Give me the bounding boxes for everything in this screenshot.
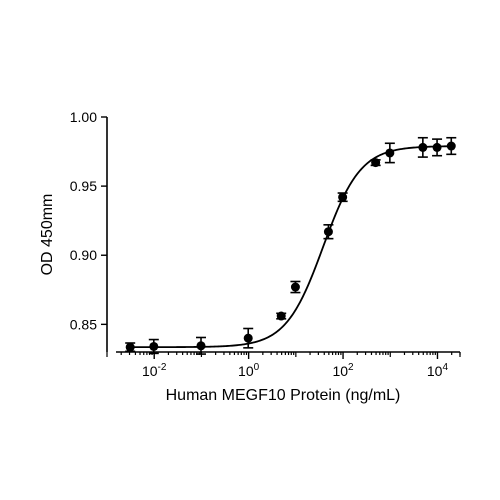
x-tick-label: 10-2 bbox=[142, 362, 167, 379]
fit-curve bbox=[130, 145, 452, 349]
y-axis-title: OD 450mm bbox=[39, 194, 56, 276]
data-point bbox=[385, 148, 395, 158]
data-points-layer bbox=[125, 136, 457, 355]
y-tick-label: 0.95 bbox=[70, 178, 97, 194]
y-ticks: 0.85 0.90 0.95 1.00 bbox=[70, 109, 107, 332]
data-point bbox=[290, 282, 300, 292]
data-point bbox=[196, 341, 206, 351]
x-tick-label: 104 bbox=[427, 362, 449, 379]
x-tick-label: 102 bbox=[332, 362, 354, 379]
data-point bbox=[149, 341, 159, 351]
data-point bbox=[276, 311, 286, 321]
y-tick-label: 0.85 bbox=[70, 316, 97, 332]
data-point bbox=[371, 158, 381, 168]
y-tick-label: 1.00 bbox=[70, 109, 97, 125]
data-point bbox=[125, 342, 135, 352]
data-point bbox=[243, 333, 253, 343]
x-axis-title: Human MEGF10 Protein (ng/mL) bbox=[166, 387, 401, 404]
data-point bbox=[418, 142, 428, 152]
data-point bbox=[338, 192, 348, 202]
data-point bbox=[432, 142, 442, 152]
data-point bbox=[446, 141, 456, 151]
fit-curve-layer bbox=[130, 145, 452, 349]
x-ticks: 10-2 100 102 104 bbox=[106, 352, 461, 379]
data-point bbox=[323, 227, 333, 237]
x-tick-label: 100 bbox=[238, 362, 260, 379]
y-tick-label: 0.90 bbox=[70, 247, 97, 263]
